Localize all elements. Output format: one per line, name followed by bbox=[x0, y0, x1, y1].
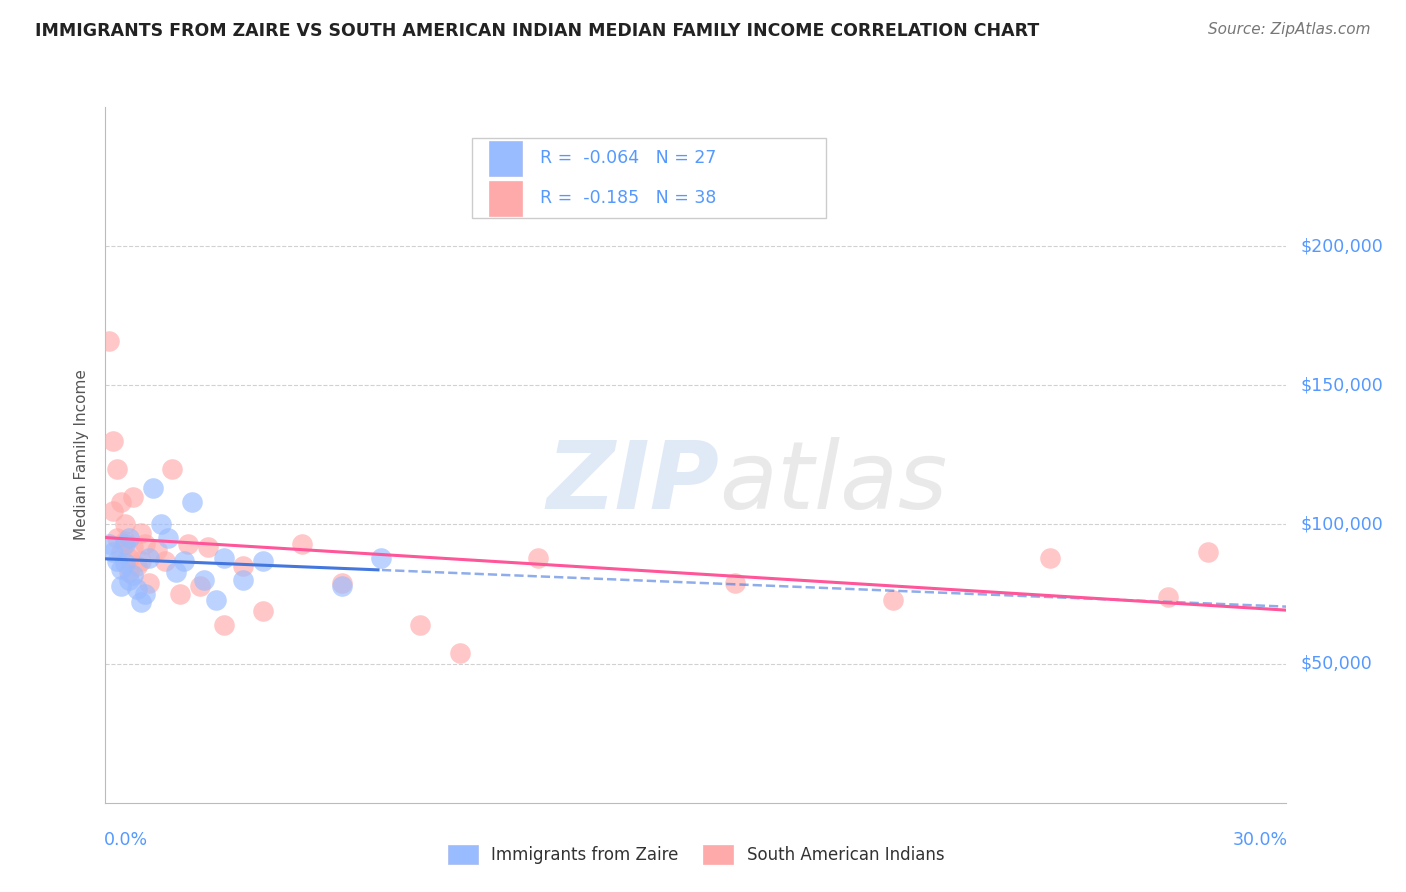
Point bbox=[177, 537, 200, 551]
Point bbox=[149, 517, 172, 532]
Point bbox=[118, 565, 141, 579]
Y-axis label: Median Family Income: Median Family Income bbox=[73, 369, 89, 541]
Point bbox=[114, 537, 136, 551]
Point bbox=[129, 554, 152, 568]
Point bbox=[105, 532, 128, 546]
Point bbox=[252, 604, 274, 618]
Text: $50,000: $50,000 bbox=[1301, 655, 1372, 673]
Point bbox=[114, 534, 136, 549]
Point bbox=[110, 495, 132, 509]
Point bbox=[157, 532, 180, 546]
Text: IMMIGRANTS FROM ZAIRE VS SOUTH AMERICAN INDIAN MEDIAN FAMILY INCOME CORRELATION : IMMIGRANTS FROM ZAIRE VS SOUTH AMERICAN … bbox=[35, 22, 1039, 40]
Point bbox=[527, 550, 550, 565]
Point bbox=[197, 540, 219, 554]
Point bbox=[232, 559, 254, 574]
Point bbox=[122, 540, 145, 554]
Point bbox=[212, 550, 235, 565]
Point bbox=[110, 545, 132, 559]
Text: ZIP: ZIP bbox=[547, 437, 720, 529]
Point bbox=[98, 334, 121, 348]
Point bbox=[118, 532, 141, 546]
Point bbox=[125, 559, 148, 574]
Point bbox=[134, 537, 156, 551]
Point bbox=[129, 525, 152, 540]
FancyBboxPatch shape bbox=[471, 138, 825, 219]
Point bbox=[103, 545, 125, 559]
Point bbox=[114, 517, 136, 532]
Text: $100,000: $100,000 bbox=[1301, 516, 1384, 533]
Point bbox=[105, 554, 128, 568]
Point bbox=[129, 595, 152, 609]
Point bbox=[114, 557, 136, 571]
Point bbox=[145, 542, 167, 557]
Point bbox=[122, 567, 145, 582]
Point bbox=[370, 550, 392, 565]
Point bbox=[98, 537, 121, 551]
Point bbox=[409, 617, 432, 632]
Point bbox=[134, 587, 156, 601]
Text: atlas: atlas bbox=[720, 437, 948, 528]
Point bbox=[1157, 590, 1180, 604]
Point bbox=[882, 592, 904, 607]
Point bbox=[724, 576, 747, 591]
Point bbox=[118, 550, 141, 565]
Text: R =  -0.185   N = 38: R = -0.185 N = 38 bbox=[540, 189, 717, 207]
Point bbox=[142, 481, 165, 495]
Point bbox=[193, 573, 215, 587]
Text: 30.0%: 30.0% bbox=[1233, 830, 1288, 848]
Point bbox=[449, 646, 471, 660]
Bar bbox=[489, 181, 523, 216]
Point bbox=[162, 462, 184, 476]
Point bbox=[138, 550, 160, 565]
Point bbox=[232, 573, 254, 587]
Point bbox=[204, 592, 226, 607]
Text: $150,000: $150,000 bbox=[1301, 376, 1384, 394]
Point bbox=[110, 579, 132, 593]
Text: Source: ZipAtlas.com: Source: ZipAtlas.com bbox=[1208, 22, 1371, 37]
Point bbox=[118, 573, 141, 587]
Point bbox=[212, 617, 235, 632]
Point bbox=[1039, 550, 1062, 565]
Text: R =  -0.064   N = 27: R = -0.064 N = 27 bbox=[540, 149, 717, 168]
Point bbox=[252, 554, 274, 568]
Point bbox=[169, 587, 191, 601]
Text: 0.0%: 0.0% bbox=[104, 830, 149, 848]
Point bbox=[291, 537, 314, 551]
Bar bbox=[489, 141, 523, 176]
Point bbox=[122, 490, 145, 504]
Legend: Immigrants from Zaire, South American Indians: Immigrants from Zaire, South American In… bbox=[441, 838, 950, 871]
Point bbox=[1197, 545, 1219, 559]
Point bbox=[105, 462, 128, 476]
Point bbox=[188, 579, 211, 593]
Point bbox=[103, 434, 125, 448]
Point bbox=[165, 565, 187, 579]
Point bbox=[330, 576, 353, 591]
Point bbox=[173, 554, 195, 568]
Point bbox=[181, 495, 204, 509]
Point bbox=[125, 582, 148, 596]
Point bbox=[330, 579, 353, 593]
Point bbox=[138, 576, 160, 591]
Point bbox=[103, 503, 125, 517]
Point bbox=[153, 554, 176, 568]
Point bbox=[110, 562, 132, 576]
Text: $200,000: $200,000 bbox=[1301, 237, 1384, 255]
